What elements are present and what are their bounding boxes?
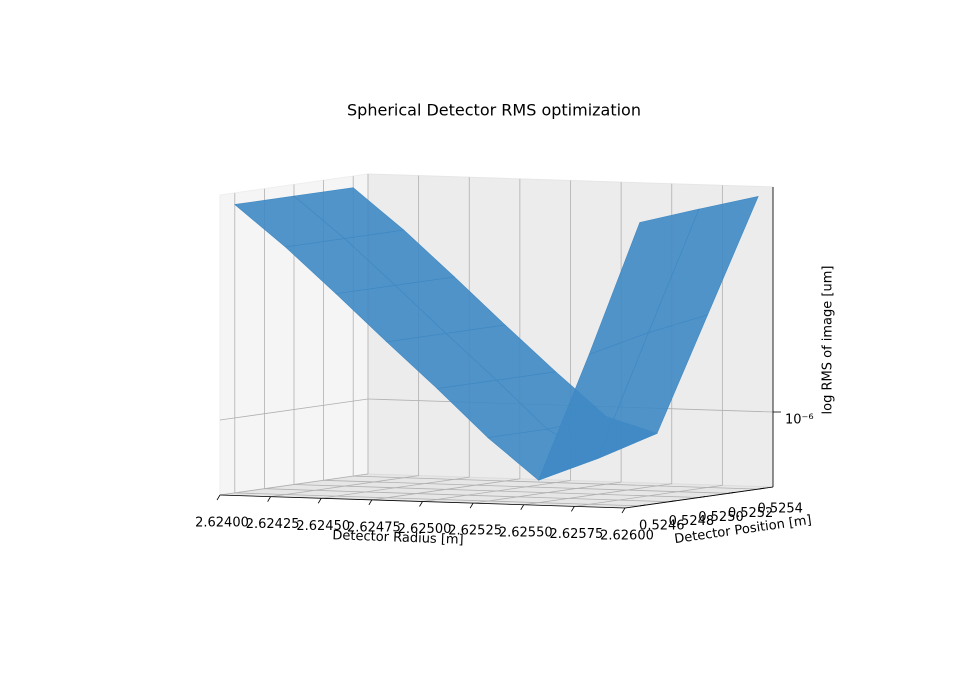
y-tick-label: 0.5250 [698,510,744,525]
y-tick-label: 0.5254 [757,502,803,517]
x-tick [267,496,271,502]
x-tick [368,499,373,506]
x-tick [216,494,221,501]
surface-patch [588,208,700,355]
x-axis [219,494,626,509]
grid-line [293,484,700,498]
grid-line [264,488,670,503]
x-tick-label: 2.62450 [296,519,350,534]
grid-line [219,398,369,421]
x-tick-label: 2.62525 [448,524,502,539]
x-tick [469,502,474,509]
z-axis-label: log RMS of image [um] [821,266,836,415]
x-tick [317,498,322,504]
y-tick-label: 0.5246 [639,518,685,533]
x-tick [571,506,575,512]
y-tick-label: 0.5252 [728,506,774,521]
x-axis-label: Detector Radius [m] [332,528,464,548]
grid-line [353,475,759,490]
grid-line [234,492,640,507]
x-tick-label: 2.62575 [549,527,603,542]
x-tick-label: 2.62500 [398,522,452,537]
x-tick-label: 2.62600 [600,529,654,544]
x-tick-label: 2.62400 [195,516,249,531]
x-tick-label: 2.62475 [347,520,401,535]
y-tick-label: 0.5248 [669,514,715,529]
x-tick [621,507,626,514]
grid-line [323,479,729,494]
chart-title: Spherical Detector RMS optimization [347,101,641,120]
x-tick [419,501,423,507]
z-tick-label: 10⁻⁶ [785,413,814,428]
x-tick [520,504,525,510]
x-tick-label: 2.62425 [246,517,300,532]
y-axis [624,486,774,509]
x-tick-label: 2.62550 [499,525,553,540]
